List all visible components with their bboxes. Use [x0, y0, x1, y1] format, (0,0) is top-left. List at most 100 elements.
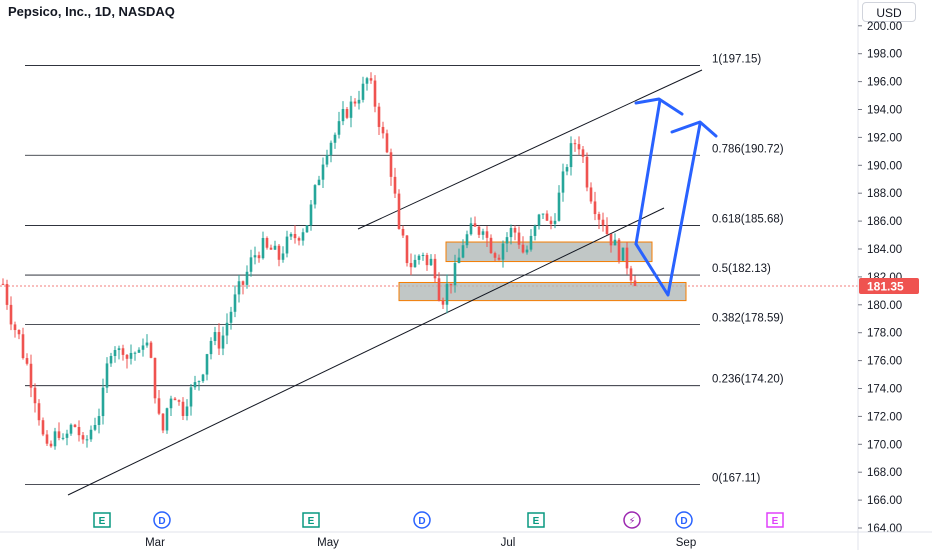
- tick-label: 192.00: [867, 132, 902, 144]
- candle-body: [589, 187, 593, 202]
- candle-body: [85, 439, 89, 441]
- candle-body: [561, 171, 565, 193]
- tick-label: 176.00: [867, 356, 902, 368]
- candle-body: [409, 263, 413, 268]
- candle-body: [133, 352, 137, 354]
- candle-body: [461, 245, 465, 258]
- fib-label-1: 0.786(190.72): [712, 143, 784, 155]
- candle-body: [49, 443, 53, 447]
- candle-body: [329, 142, 333, 156]
- arrowhead-1: [634, 97, 684, 116]
- last-price-badge: [859, 277, 919, 294]
- candle-body: [369, 78, 373, 81]
- event-marker-1: [153, 511, 171, 529]
- tick-label: 186.00: [867, 216, 902, 228]
- support-zones[interactable]: [398, 241, 687, 302]
- candle-body: [421, 254, 425, 256]
- candle-body: [117, 348, 121, 351]
- candle-body: [285, 236, 289, 254]
- candle-body: [249, 257, 253, 272]
- forecast-arrow-up-1: [634, 98, 662, 246]
- tick-label: 178.00: [867, 328, 902, 340]
- candle-body: [5, 284, 9, 305]
- forecast-arrows[interactable]: [634, 97, 718, 297]
- event-marker-5: [623, 511, 641, 529]
- marker-letter-4: E: [533, 516, 540, 527]
- candle-body: [25, 358, 29, 364]
- candles: [1, 72, 637, 450]
- candle-body: [441, 300, 445, 305]
- candle-body: [277, 245, 281, 260]
- event-markers[interactable]: E D E D E ⚡ D E: [93, 511, 784, 529]
- candle-body: [273, 245, 277, 250]
- marker-letter-7: E: [772, 516, 779, 527]
- tick-label: 198.00: [867, 49, 902, 61]
- candle-body: [457, 257, 461, 264]
- marker-letter-6: D: [680, 516, 687, 527]
- tick-label: 194.00: [867, 105, 902, 117]
- candle-body: [581, 149, 585, 157]
- candle-body: [293, 233, 297, 239]
- candle-body: [629, 268, 633, 281]
- upper-trendline: [357, 69, 703, 230]
- tick-label: 166.00: [867, 495, 902, 507]
- candle-body: [245, 271, 249, 285]
- currency-button[interactable]: USD: [862, 2, 916, 22]
- candle-body: [485, 231, 489, 238]
- candle-body: [197, 381, 201, 383]
- candle-body: [281, 253, 285, 260]
- candle-body: [269, 247, 273, 250]
- candle-body: [545, 213, 549, 221]
- candle-body: [213, 332, 217, 341]
- candle-body: [301, 232, 305, 241]
- arrowhead-2: [670, 120, 718, 138]
- candle-body: [189, 387, 193, 407]
- candle-body: [549, 220, 553, 224]
- candle-body: [1, 283, 5, 285]
- candle-body: [73, 424, 77, 427]
- fib-label-6: 0(167.11): [712, 473, 761, 485]
- candle-body: [345, 109, 349, 118]
- tick-label: 164.00: [867, 523, 902, 535]
- candle-body: [29, 363, 33, 388]
- candle-body: [449, 283, 453, 286]
- candle-body: [381, 126, 385, 134]
- time-axis[interactable]: Mar May Jul Sep: [0, 531, 932, 549]
- candle-body: [61, 437, 65, 439]
- candle-body: [149, 342, 153, 358]
- candle-body: [557, 192, 561, 221]
- candle-body: [297, 238, 301, 241]
- candle-body: [225, 322, 229, 336]
- candle-body: [377, 106, 381, 127]
- tick-label: 172.00: [867, 411, 902, 423]
- candle-body: [473, 223, 477, 227]
- candle-body: [325, 155, 329, 165]
- fib-grid: 1(197.15) 0.786(190.72) 0.618(185.68) 0.5(1…: [0, 54, 858, 486]
- event-marker-6: [675, 511, 693, 529]
- candle-body: [385, 133, 389, 153]
- marker-letter-1: D: [158, 516, 165, 527]
- candle-body: [101, 387, 105, 417]
- trendlines[interactable]: [67, 69, 703, 496]
- candle-body: [605, 225, 609, 234]
- candle-body: [77, 426, 81, 436]
- candle-body: [45, 434, 49, 444]
- candle-body: [173, 398, 177, 401]
- candle-body: [349, 101, 353, 118]
- earnings-marker-2: [302, 512, 320, 528]
- candle-body: [469, 223, 473, 235]
- candle-body: [141, 345, 145, 350]
- candle-body: [333, 134, 337, 143]
- price-axis[interactable]: 200.00 198.00 196.00 194.00 192.00 190.00 188.…: [857, 0, 919, 550]
- candle-body: [489, 237, 493, 254]
- candle-body: [125, 354, 129, 359]
- candle-body: [153, 357, 157, 399]
- candle-body: [393, 176, 397, 194]
- candle-body: [289, 233, 293, 237]
- candle-body: [593, 201, 597, 215]
- candle-body: [165, 408, 169, 431]
- candle-body: [357, 99, 361, 104]
- candle-body: [89, 429, 93, 440]
- candle-body: [13, 324, 17, 331]
